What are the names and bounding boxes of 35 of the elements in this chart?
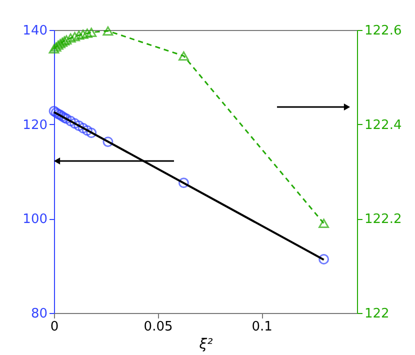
- x-tick-label: 0.1: [252, 320, 272, 334]
- point: [65, 116, 76, 126]
- y-tick-label: 100: [22, 212, 48, 228]
- point: [61, 35, 72, 45]
- x-tick-label: 0.05: [144, 320, 173, 334]
- point: [74, 120, 84, 131]
- point: [55, 110, 66, 120]
- point: [102, 26, 114, 36]
- point: [74, 30, 84, 40]
- y2-tick-label: 122: [364, 306, 390, 322]
- y2-tick-label: 122.2: [364, 212, 402, 228]
- point: [55, 39, 66, 48]
- point: [59, 36, 70, 46]
- y-tick-label: 140: [22, 24, 48, 38]
- y-tick-label: 80: [30, 306, 48, 322]
- x-tick-label: 0: [50, 320, 59, 334]
- point: [178, 51, 189, 61]
- y-tick-label: 120: [22, 118, 48, 133]
- point: [65, 33, 76, 43]
- point: [70, 118, 80, 129]
- point: [318, 218, 330, 228]
- point: [78, 30, 88, 39]
- x-axis-title: ξ²: [198, 336, 214, 352]
- point: [86, 28, 97, 37]
- point: [178, 178, 189, 188]
- point: [82, 125, 92, 136]
- point: [318, 254, 330, 264]
- point: [70, 32, 80, 42]
- point: [82, 28, 92, 38]
- point: [78, 122, 88, 134]
- y2-tick-label: 122.6: [364, 24, 402, 38]
- point: [86, 128, 97, 138]
- point: [57, 38, 68, 47]
- point: [102, 136, 114, 147]
- y2-tick-label: 122.4: [364, 118, 402, 133]
